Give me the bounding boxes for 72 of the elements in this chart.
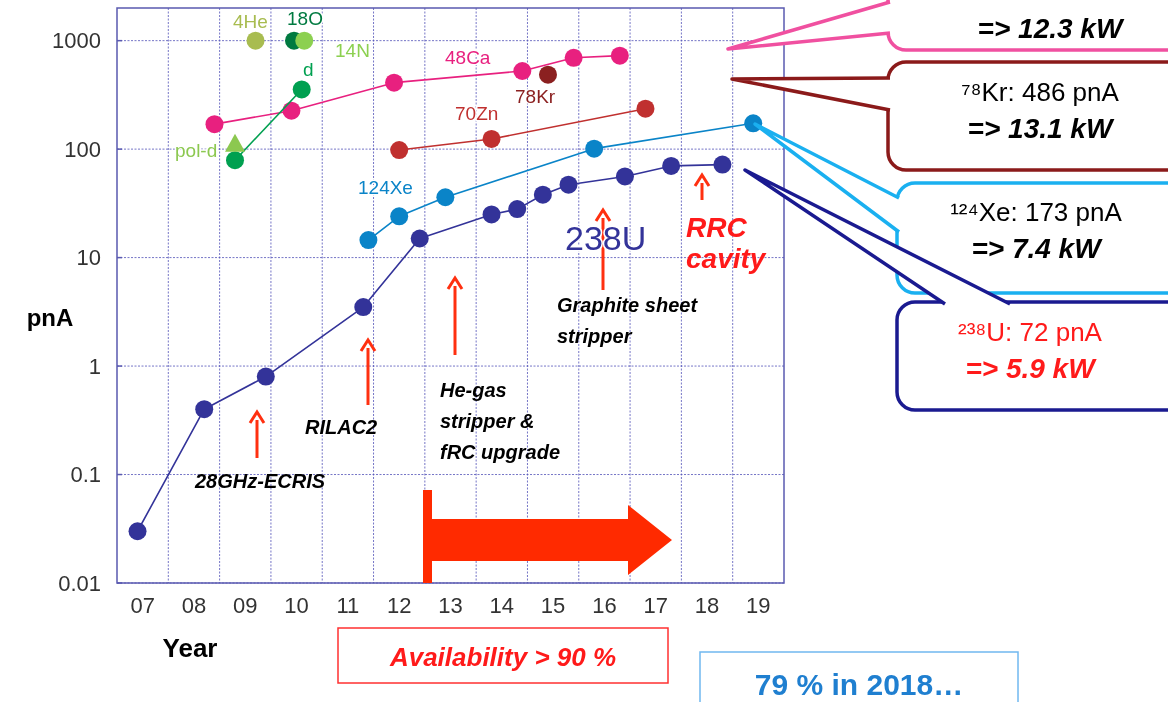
y-tick-label: 1 (88, 353, 101, 379)
x-tick-label: 13 (438, 593, 463, 618)
text: ¹²⁴Xe: 173 pnA => 7.4 kW (950, 196, 1123, 264)
point (282, 101, 301, 120)
point (610, 46, 629, 65)
point (256, 367, 275, 386)
series-label: 124Xe (358, 177, 413, 198)
point (636, 99, 655, 118)
point (713, 155, 732, 174)
x-tick-label: 18 (694, 593, 720, 618)
x-tick-label: 19 (746, 593, 771, 618)
point (390, 207, 409, 226)
series-label: 78Kr (515, 86, 556, 107)
point (205, 115, 224, 134)
series-label: 70Zn (455, 103, 499, 124)
x-tick-label: 15 (540, 593, 566, 618)
text: ⁷⁸Kr: 486 pnA => 13.1 kW (961, 76, 1120, 144)
x-tick-label: 08 (181, 593, 207, 618)
series-label: d (303, 59, 314, 80)
series-label: 4He (233, 11, 268, 32)
point (246, 31, 265, 50)
point (354, 298, 373, 317)
point (615, 167, 634, 186)
text: Availability > 90 % (388, 642, 617, 672)
point (292, 80, 311, 99)
series-label: pol-d (175, 140, 218, 161)
text: 79 % in 2018… (754, 668, 964, 701)
point (585, 139, 604, 158)
y-tick-label: 1000 (52, 28, 101, 54)
annotation: Graphite sheet stripper (557, 294, 699, 347)
x-tick-label: 09 (233, 593, 258, 618)
point (359, 231, 378, 250)
x-tick-label: 11 (336, 593, 360, 618)
y-tick-label: 10 (76, 245, 101, 271)
point (226, 151, 245, 170)
point (436, 188, 455, 207)
series-label: 48Ca (445, 47, 491, 68)
text: ²³⁸U: 72 pnA => 5.9 kW (958, 316, 1103, 384)
y-tick-label: 100 (64, 136, 101, 162)
point (225, 133, 246, 152)
series-label: 18O (287, 8, 323, 29)
x-tick-label: 17 (643, 593, 668, 618)
x-tick-label: 10 (284, 593, 309, 618)
point (559, 175, 578, 194)
point (195, 400, 214, 419)
point (533, 185, 552, 204)
annotation: He-gas stripper & fRC upgrade (440, 379, 560, 463)
x-tick-label: 12 (386, 593, 412, 618)
point (482, 129, 501, 148)
annotation: RRC cavity (686, 212, 767, 274)
point (508, 200, 527, 219)
point (513, 62, 532, 81)
x-axis-title: Year (162, 633, 218, 663)
x-tick-label: 14 (489, 593, 515, 618)
x-tick-label: 07 (130, 593, 155, 618)
point (662, 156, 681, 175)
x-tick-label: 16 (592, 593, 617, 618)
y-tick-label: 0.01 (58, 570, 101, 596)
annotation: RILAC2 (305, 416, 378, 438)
point (128, 522, 147, 541)
point (390, 141, 409, 160)
y-axis-title: pnA (26, 304, 74, 331)
point (538, 65, 557, 84)
point (410, 229, 429, 248)
point (482, 205, 501, 224)
y-tick-label: 0.1 (70, 462, 101, 488)
series-label: 14N (335, 40, 370, 61)
annotation: 28GHz-ECRIS (194, 470, 326, 492)
point (564, 48, 583, 67)
point (385, 73, 404, 92)
text: => 12.3 kW (977, 13, 1125, 44)
point (295, 31, 314, 50)
